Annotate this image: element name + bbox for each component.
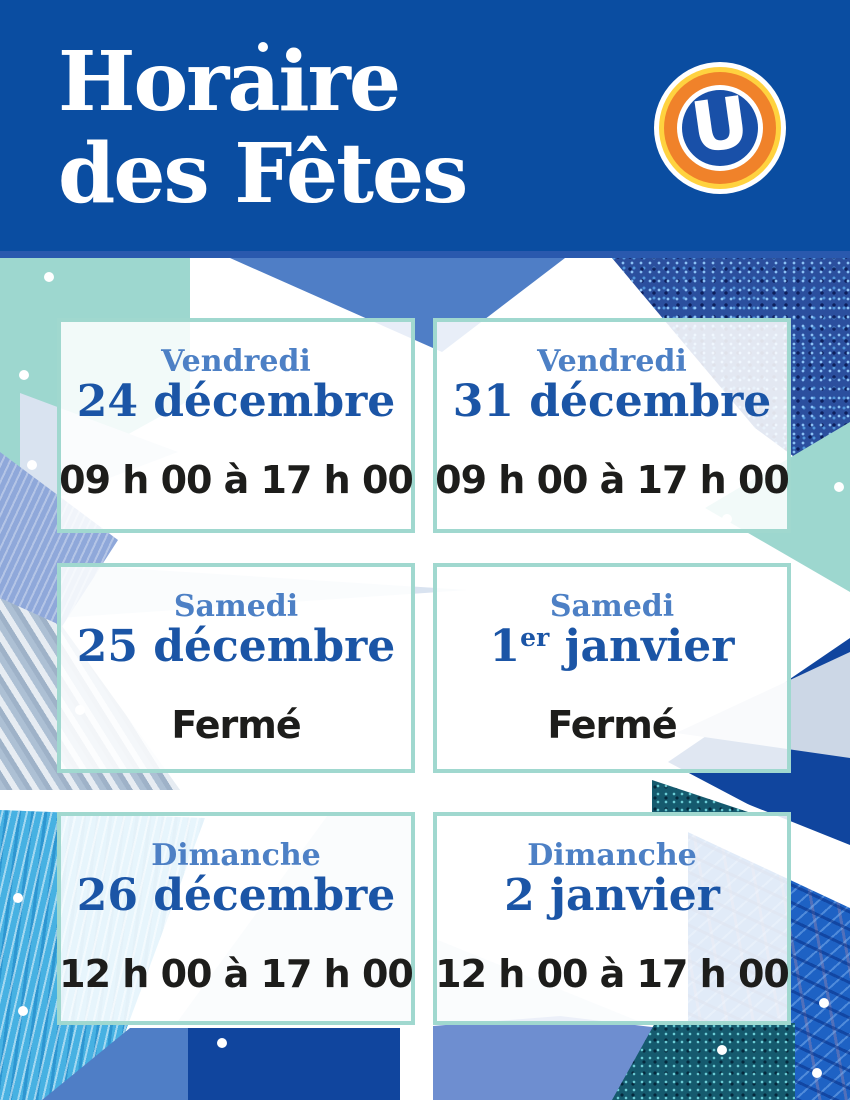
poster-title-line2: des Fêtes xyxy=(58,126,468,222)
date-main: 25 décembre xyxy=(76,621,396,672)
logo-u-letter: U xyxy=(685,90,754,166)
card-hours-label: 09 h 00 à 17 h 00 xyxy=(59,458,414,502)
card-hours-label: Fermé xyxy=(547,703,677,747)
card-date-label: 31 décembre xyxy=(453,378,772,432)
snow-dot xyxy=(819,998,829,1008)
card-day-label: Dimanche xyxy=(151,838,321,873)
card-date-label: 2 janvier xyxy=(504,872,720,926)
date-main: 26 décembre xyxy=(76,870,396,921)
card-day-label: Vendredi xyxy=(161,344,311,379)
schedule-card-jan1: Samedi 1er janvier Fermé xyxy=(433,563,791,773)
card-hours-label: 09 h 00 à 17 h 00 xyxy=(435,458,790,502)
schedule-card-dec31: Vendredi 31 décembre 09 h 00 à 17 h 00 xyxy=(433,318,791,533)
card-hours-label: 12 h 00 à 17 h 00 xyxy=(59,952,414,996)
date-main: 2 janvier xyxy=(504,870,720,921)
logo-blue-circle: U xyxy=(682,90,758,166)
card-day-label: Samedi xyxy=(173,589,299,624)
date-superscript: er xyxy=(520,623,550,652)
date-main: 1 xyxy=(489,621,521,672)
poster-title: Horaire des Fêtes xyxy=(58,34,468,222)
poster-title-line1: Horaire xyxy=(58,34,401,130)
date-main: 24 décembre xyxy=(76,376,396,427)
snow-dot xyxy=(217,1038,227,1048)
snow-dot xyxy=(717,1045,727,1055)
logo-yellow-ring: U xyxy=(659,67,781,189)
snow-dot xyxy=(27,460,37,470)
card-day-label: Vendredi xyxy=(537,344,687,379)
logo-orange-ring: U xyxy=(664,72,776,184)
snow-dot xyxy=(44,272,54,282)
header-banner: Horaire des Fêtes U xyxy=(0,0,850,258)
header-bottom-edge xyxy=(0,251,850,258)
card-date-label: 25 décembre xyxy=(77,623,396,677)
card-hours-label: 12 h 00 à 17 h 00 xyxy=(435,952,790,996)
date-main: 31 décembre xyxy=(452,376,772,427)
snow-dot xyxy=(18,1006,28,1016)
date-tail: janvier xyxy=(549,621,735,672)
snow-dot xyxy=(258,42,268,52)
logo-white-ring: U xyxy=(677,85,763,171)
schedule-card-dec25: Samedi 25 décembre Fermé xyxy=(57,563,415,773)
schedule-card-jan2: Dimanche 2 janvier 12 h 00 à 17 h 00 xyxy=(433,812,791,1025)
brand-logo: U xyxy=(654,62,786,194)
snow-dot xyxy=(834,482,844,492)
card-date-label: 26 décembre xyxy=(77,872,396,926)
card-day-label: Samedi xyxy=(549,589,675,624)
schedule-card-dec24: Vendredi 24 décembre 09 h 00 à 17 h 00 xyxy=(57,318,415,533)
snow-dot xyxy=(13,893,23,903)
snow-dot xyxy=(812,1068,822,1078)
card-date-label: 24 décembre xyxy=(77,378,396,432)
card-date-label: 1er janvier xyxy=(490,623,735,677)
snow-dot xyxy=(19,370,29,380)
card-day-label: Dimanche xyxy=(527,838,697,873)
card-hours-label: Fermé xyxy=(171,703,301,747)
schedule-card-dec26: Dimanche 26 décembre 12 h 00 à 17 h 00 xyxy=(57,812,415,1025)
